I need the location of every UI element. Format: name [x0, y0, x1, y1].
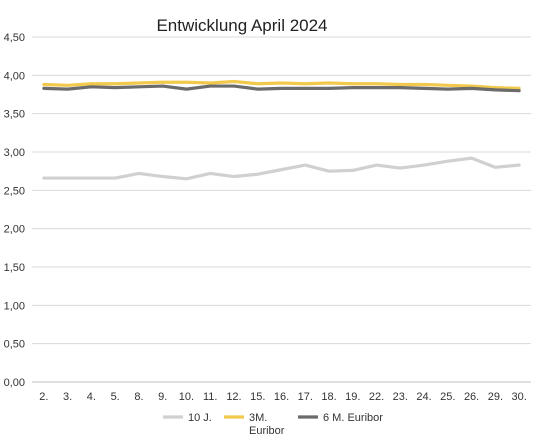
- x-tick-label: 25.: [440, 391, 455, 403]
- y-tick-label: 3,00: [4, 147, 25, 159]
- grid-layer: [32, 36, 531, 383]
- legend-label-0: 10 J.: [188, 412, 212, 424]
- y-tick-label: 2,50: [4, 185, 25, 197]
- x-tick-label: 26.: [464, 391, 479, 403]
- x-tick-label: 29.: [488, 391, 503, 403]
- x-tick-label: 24.: [416, 391, 431, 403]
- y-tick-label: 2,00: [4, 224, 25, 236]
- series-line-0: [42, 156, 521, 181]
- series-line-2: [42, 84, 521, 93]
- x-tick-label: 30.: [511, 391, 526, 403]
- x-tick-label: 9.: [158, 391, 167, 403]
- x-tick-label: 22.: [369, 391, 384, 403]
- y-tick-label: 4,00: [4, 70, 25, 82]
- x-tick-label: 8.: [134, 391, 143, 403]
- x-tick-label: 15.: [250, 391, 265, 403]
- x-tick-label: 2.: [39, 391, 48, 403]
- y-tick-label: 3,50: [4, 109, 25, 121]
- y-tick-labels: 0,00 0,50 1,00 1,50 2,00 2,50 3,00 3,50 4,00 4,50: [4, 32, 25, 389]
- legend: 10 J. 3M.Euribor 6 M. Euribor: [163, 412, 383, 437]
- x-tick-labels: 2. 3. 4. 5. 8. 9. 10. 11. 12. 15. 16. 17. 18. 19. 22. 2…: [39, 391, 526, 403]
- y-tick-label: 0,50: [4, 339, 25, 351]
- y-tick-label: 1,00: [4, 300, 25, 312]
- x-tick-label: 18.: [321, 391, 336, 403]
- series-layer: [42, 79, 521, 181]
- y-tick-label: 1,50: [4, 262, 25, 274]
- x-tick-label: 16.: [274, 391, 289, 403]
- y-tick-label: 4,50: [4, 32, 25, 44]
- legend-label-2: 6 M. Euribor: [323, 412, 383, 424]
- y-tick-label: 0,00: [4, 377, 25, 389]
- x-tick-label: 4.: [87, 391, 96, 403]
- x-tick-label: 3.: [63, 391, 72, 403]
- x-tick-label: 12.: [226, 391, 241, 403]
- chart-title: Entwicklung April 2024: [156, 16, 327, 35]
- x-tick-label: 10.: [179, 391, 194, 403]
- x-tick-label: 5.: [111, 391, 120, 403]
- x-tick-label: 17.: [298, 391, 313, 403]
- x-tick-label: 23.: [393, 391, 408, 403]
- legend-label-1: 3M.: [249, 412, 267, 424]
- series-line-1: [42, 79, 521, 90]
- legend-label-1: Euribor: [249, 425, 285, 437]
- x-tick-label: 19.: [345, 391, 360, 403]
- x-tick-label: 11.: [203, 391, 217, 403]
